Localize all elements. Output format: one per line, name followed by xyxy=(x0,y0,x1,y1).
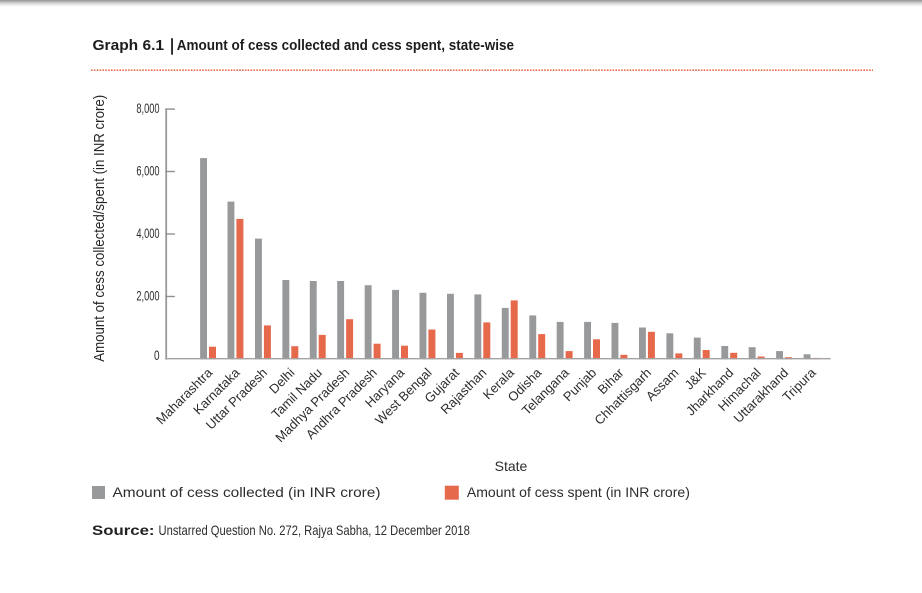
svg-text:Amount of cess collected/spent: Amount of cess collected/spent (in INR c… xyxy=(92,95,108,362)
svg-text:6,000: 6,000 xyxy=(136,163,159,179)
svg-text:Unstarred Question No. 272, Ra: Unstarred Question No. 272, Rajya Sabha,… xyxy=(159,522,470,538)
svg-text:Amount of cess collected and c: Amount of cess collected and cess spent,… xyxy=(177,38,514,54)
svg-text:Amount of cess spent (in INR c: Amount of cess spent (in INR crore) xyxy=(467,484,690,500)
svg-text:8,000: 8,000 xyxy=(136,100,159,116)
svg-text:4,000: 4,000 xyxy=(136,225,159,241)
svg-text:State: State xyxy=(495,458,528,474)
svg-text:2,000: 2,000 xyxy=(136,288,159,304)
svg-text:Graph 6.1: Graph 6.1 xyxy=(93,38,165,54)
svg-text:Amount of cess collected (in I: Amount of cess collected (in INR crore) xyxy=(113,484,381,500)
svg-text:Source:: Source: xyxy=(92,522,155,538)
svg-text:0: 0 xyxy=(154,347,160,363)
